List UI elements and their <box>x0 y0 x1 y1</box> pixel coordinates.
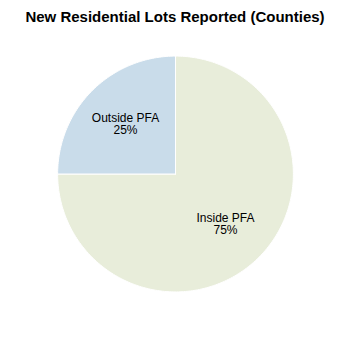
svg-text:Inside PFA75%: Inside PFA75% <box>196 211 254 237</box>
html-text:New Residential Lots Reported: New Residential Lots Reported (Counties) <box>25 8 325 25</box>
svg-text:Outside PFA25%: Outside PFA25% <box>92 111 159 137</box>
